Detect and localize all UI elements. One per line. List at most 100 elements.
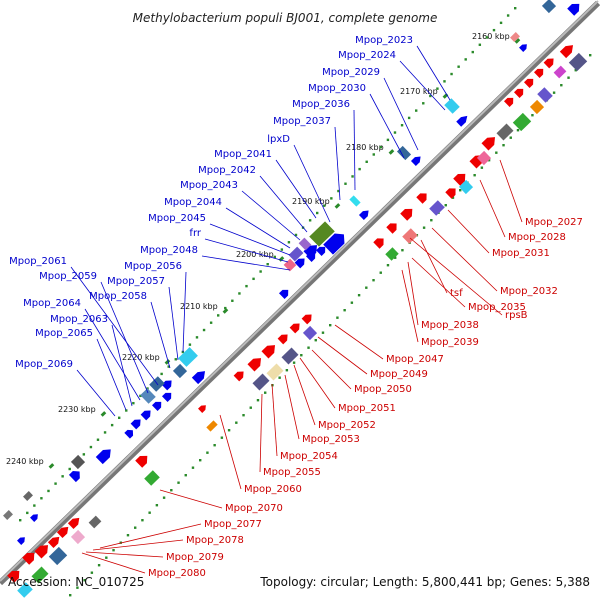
outer-dot bbox=[47, 489, 50, 493]
gene-label[interactable]: Mpop_2060 bbox=[244, 484, 302, 495]
gene-label[interactable]: Mpop_2061 bbox=[9, 256, 67, 267]
inner-dot bbox=[249, 406, 252, 409]
gene-label[interactable]: Mpop_2041 bbox=[214, 149, 272, 160]
inner-dot bbox=[487, 159, 491, 162]
gene-label[interactable]: Mpop_2052 bbox=[318, 420, 376, 431]
gene-arrow bbox=[95, 449, 111, 465]
gene-box bbox=[529, 99, 545, 115]
gene-label[interactable]: Mpop_2079 bbox=[166, 552, 224, 563]
gene-label[interactable]: Mpop_2044 bbox=[164, 197, 222, 208]
leader-line bbox=[334, 324, 384, 360]
outer-dot bbox=[209, 321, 213, 324]
gene-label[interactable]: Mpop_2045 bbox=[148, 213, 206, 224]
gene-label[interactable]: Mpop_2057 bbox=[107, 276, 165, 287]
gene-label[interactable]: Mpop_2054 bbox=[280, 451, 338, 462]
gene-label[interactable]: rpsB bbox=[505, 310, 528, 321]
inner-dot bbox=[184, 474, 187, 477]
gene-box bbox=[140, 388, 156, 404]
inner-dot bbox=[459, 189, 462, 192]
gene-label[interactable]: Mpop_2049 bbox=[370, 369, 428, 380]
leader-line bbox=[225, 207, 291, 249]
gene-label[interactable]: Mpop_2039 bbox=[421, 337, 479, 348]
gene-label[interactable]: tsf bbox=[450, 288, 463, 299]
gene-label[interactable]: Mpop_2065 bbox=[35, 328, 93, 339]
gene-label[interactable]: Mpop_2077 bbox=[204, 519, 262, 530]
outer-dot bbox=[188, 343, 192, 346]
gene-box bbox=[458, 179, 474, 195]
gene-label[interactable]: Mpop_2027 bbox=[525, 217, 583, 228]
gene-box bbox=[512, 112, 532, 132]
inner-dot bbox=[227, 429, 231, 432]
gene-box bbox=[88, 515, 102, 529]
gene-label[interactable]: Mpop_2078 bbox=[186, 535, 244, 546]
inner-dot bbox=[264, 391, 267, 394]
gene-label[interactable]: Mpop_2056 bbox=[124, 261, 182, 272]
gene-label[interactable]: Mpop_2048 bbox=[140, 245, 198, 256]
gene-label[interactable]: Mpop_2055 bbox=[263, 467, 321, 478]
outer-dot bbox=[443, 80, 446, 83]
gene-label[interactable]: Mpop_2042 bbox=[198, 165, 256, 176]
gene-label[interactable]: Mpop_2028 bbox=[508, 232, 566, 243]
gene-label[interactable]: lpxD bbox=[267, 134, 290, 145]
outer-dot bbox=[96, 438, 100, 441]
gene-box bbox=[309, 221, 335, 247]
outer-dot bbox=[89, 445, 93, 449]
gene-label[interactable]: Mpop_2058 bbox=[89, 291, 147, 302]
tick-mark bbox=[100, 411, 107, 417]
leader-line bbox=[219, 414, 242, 490]
inner-dot bbox=[314, 339, 317, 342]
outer-dot bbox=[273, 255, 276, 259]
gene-label[interactable]: Mpop_2059 bbox=[39, 271, 97, 282]
outer-dot bbox=[400, 124, 404, 127]
outer-dot bbox=[429, 94, 432, 98]
outer-dot bbox=[514, 7, 517, 10]
outer-dot bbox=[167, 365, 170, 368]
gene-arrow bbox=[543, 58, 554, 69]
gene-label[interactable]: Mpop_2069 bbox=[15, 359, 73, 370]
outer-dot bbox=[280, 248, 284, 251]
leader-line bbox=[334, 126, 341, 201]
gene-label[interactable]: Mpop_2030 bbox=[308, 83, 366, 94]
inner-dot bbox=[343, 309, 346, 312]
gene-arrow bbox=[323, 233, 345, 255]
gene-label[interactable]: Mpop_2080 bbox=[148, 568, 206, 579]
gene-label[interactable]: Mpop_2032 bbox=[500, 286, 558, 297]
inner-dot bbox=[401, 249, 404, 252]
gene-arrow bbox=[481, 137, 496, 151]
leader-line bbox=[150, 301, 171, 369]
gene-label[interactable]: Mpop_2035 bbox=[468, 302, 526, 313]
gene-label[interactable]: Mpop_2070 bbox=[225, 503, 283, 514]
leader-line bbox=[317, 336, 368, 375]
outer-dot bbox=[294, 233, 298, 237]
gene-arrow bbox=[47, 536, 60, 549]
accession-text: Accession: NC_010725 bbox=[8, 575, 144, 589]
inner-dot bbox=[199, 459, 202, 462]
gene-label[interactable]: Mpop_2053 bbox=[302, 434, 360, 445]
inner-dot bbox=[235, 421, 238, 424]
leader-line bbox=[209, 223, 291, 256]
gene-label[interactable]: Mpop_2038 bbox=[421, 320, 479, 331]
outer-dot bbox=[231, 299, 234, 302]
gene-label[interactable]: Mpop_2063 bbox=[50, 314, 108, 325]
gene-label[interactable]: Mpop_2064 bbox=[23, 298, 81, 309]
gene-label[interactable]: Mpop_2047 bbox=[386, 354, 444, 365]
gene-label[interactable]: Mpop_2043 bbox=[180, 180, 238, 191]
gene-box bbox=[396, 145, 412, 161]
outer-dot bbox=[132, 401, 135, 405]
gene-label[interactable]: Mpop_2023 bbox=[355, 35, 413, 46]
outer-dot bbox=[436, 87, 439, 90]
outer-dot bbox=[202, 328, 206, 332]
gene-label[interactable]: Mpop_2024 bbox=[338, 50, 396, 61]
leader-line bbox=[401, 269, 419, 343]
gene-label[interactable]: Mpop_2050 bbox=[354, 384, 412, 395]
gene-label[interactable]: frr bbox=[189, 228, 201, 239]
gene-label[interactable]: Mpop_2029 bbox=[322, 67, 380, 78]
gene-label[interactable]: Mpop_2037 bbox=[273, 116, 331, 127]
gene-box bbox=[144, 470, 160, 486]
gene-label[interactable]: Mpop_2051 bbox=[338, 403, 396, 414]
outer-dot bbox=[238, 292, 241, 295]
gene-label[interactable]: Mpop_2031 bbox=[492, 248, 550, 259]
gene-box bbox=[444, 98, 460, 114]
gene-label[interactable]: Mpop_2036 bbox=[292, 99, 350, 110]
